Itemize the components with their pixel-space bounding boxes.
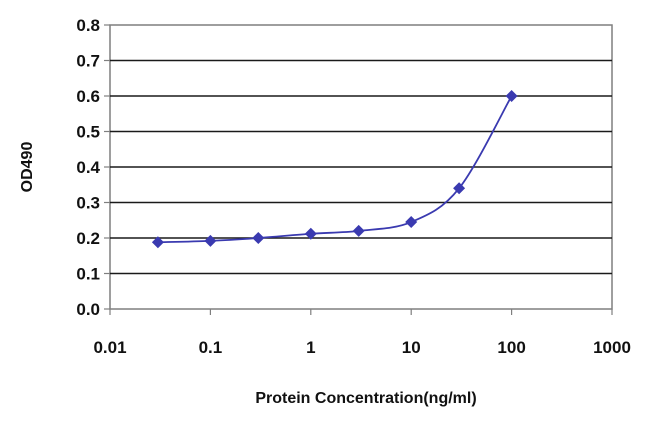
series-layer [151,90,518,249]
data-point [505,90,518,102]
x-tick-label: 1 [306,338,315,357]
y-tick-label: 0.7 [76,52,100,71]
data-point [151,236,164,249]
y-tick-label: 0.0 [76,300,100,319]
y-tick-labels: 0.0 0.1 0.2 0.3 0.4 0.5 0.6 0.7 0.8 [76,16,100,319]
y-axis-title: OD490 [19,142,36,193]
grid-lines [104,24,613,315]
data-point [405,216,418,229]
y-tick-label: 0.4 [76,158,100,177]
x-tick-label: 1000 [593,338,631,357]
data-point [352,224,365,237]
y-tick-label: 0.6 [76,87,100,106]
y-tick-label: 0.1 [76,265,100,284]
x-axis-title: Protein Concentration(ng/ml) [255,390,476,407]
x-tick-labels: 0.01 0.1 1 10 100 1000 [93,338,630,357]
x-tick-label: 0.01 [93,338,126,357]
data-point [252,232,265,244]
data-point [204,234,217,247]
y-tick-label: 0.5 [76,123,100,142]
y-tick-label: 0.3 [76,194,100,213]
x-tick-label: 10 [402,338,421,357]
y-tick-label: 0.8 [76,16,100,35]
x-tick-label: 0.1 [199,338,223,357]
data-point [304,227,317,240]
x-tick-label: 100 [497,338,525,357]
data-point [453,182,466,195]
y-tick-label: 0.2 [76,229,100,248]
